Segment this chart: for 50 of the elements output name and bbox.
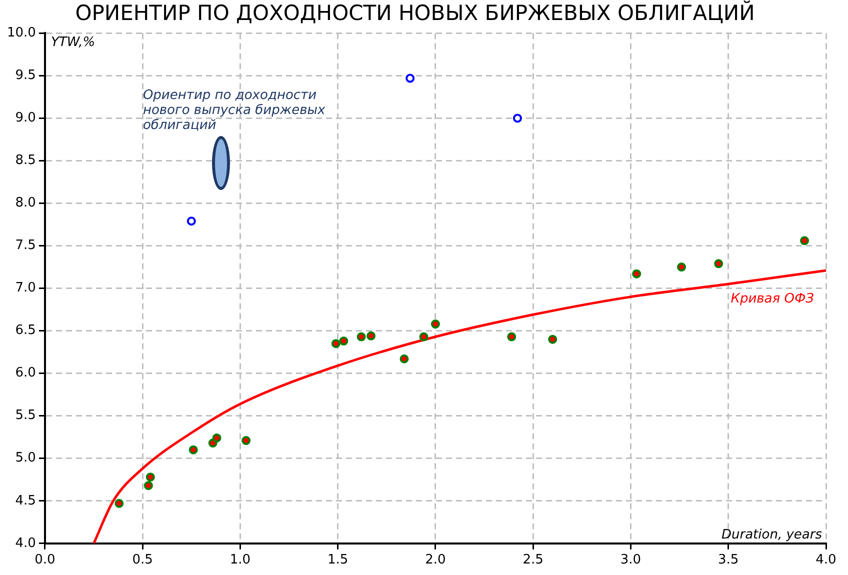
point <box>548 334 558 344</box>
x-axis-title: Duration, years <box>721 527 822 542</box>
point <box>188 445 198 454</box>
point <box>331 339 340 348</box>
point <box>146 472 155 482</box>
y-tick-label: 4.0 <box>15 536 36 551</box>
x-tick-label: 1.5 <box>327 552 348 568</box>
x-tick-label: 1.0 <box>230 552 251 568</box>
point <box>677 262 686 272</box>
point <box>242 436 251 446</box>
point <box>714 259 724 268</box>
point <box>800 236 810 246</box>
line-series <box>92 269 826 544</box>
point <box>212 433 222 442</box>
x-tick-label: 0.0 <box>34 552 56 568</box>
point <box>400 354 409 364</box>
y-tick-label: 5.5 <box>15 408 36 424</box>
x-tick-label: 3.5 <box>718 552 739 568</box>
series-label: Кривая ОФЗ <box>730 291 814 306</box>
point <box>512 114 522 123</box>
point <box>186 216 196 226</box>
point <box>144 481 153 490</box>
y-tick-label: 7.5 <box>15 238 36 254</box>
point <box>632 269 642 278</box>
y-tick-label: 5.0 <box>15 450 36 466</box>
point <box>114 498 124 508</box>
y-tick-label: 7.0 <box>15 280 36 296</box>
x-tick-label: 3.0 <box>620 552 642 568</box>
annotation: Ориентир по доходности нового выпуска биржевых облигаций <box>142 88 326 134</box>
y-tick-label: 4.5 <box>15 493 36 508</box>
y-tick-label: 9.0 <box>15 110 36 126</box>
y-tick-label: 6.0 <box>15 366 36 381</box>
y-tick-label: 10.0 <box>6 26 36 41</box>
point <box>419 332 428 342</box>
x-tick-label: 2.5 <box>522 552 544 568</box>
point <box>366 331 376 340</box>
x-tick-label: 2.0 <box>425 552 446 568</box>
y-tick-label: 9.5 <box>15 68 36 84</box>
point <box>339 336 348 346</box>
x-tick-label: 4.0 <box>816 552 836 568</box>
y-axis-title: YTW,% <box>50 35 96 50</box>
y-tick-label: 8.0 <box>15 196 36 211</box>
point <box>507 332 516 342</box>
point <box>356 332 366 342</box>
x-tick-label: 0.5 <box>132 552 153 568</box>
y-tick-label: 8.5 <box>15 153 36 168</box>
point <box>430 320 440 329</box>
y-tick-label: 6.5 <box>15 323 36 338</box>
chart-title: ОРИЕНТИР ПО ДОХОДНОСТИ НОВЫХ БИРЖЕВЫХ ОБЛИГАЦИЙ <box>75 0 755 26</box>
point <box>406 74 415 83</box>
